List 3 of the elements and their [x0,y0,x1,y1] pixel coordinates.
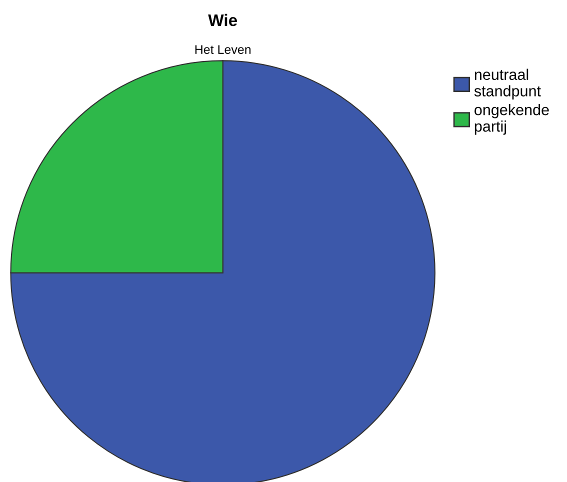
chart-title: Wie [208,14,238,26]
legend-label: ongekende partij [474,104,549,135]
chart-subtitle: Het Leven [195,45,251,54]
